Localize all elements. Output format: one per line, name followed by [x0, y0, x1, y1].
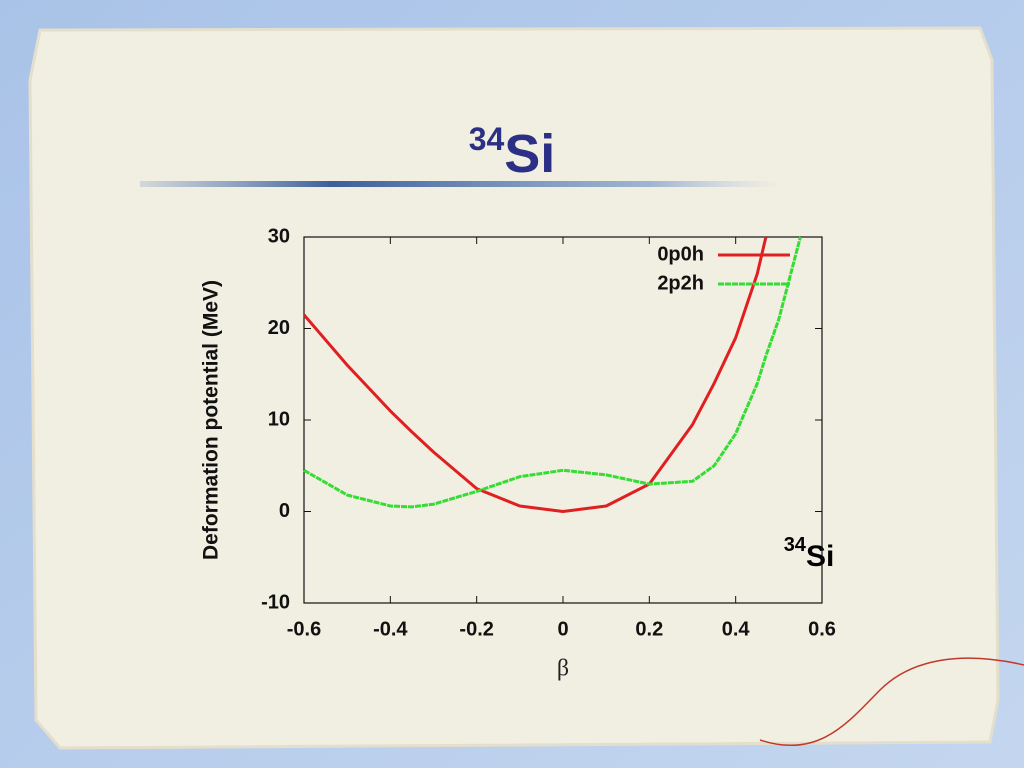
y-axis-label: Deformation potential (MeV): [200, 280, 223, 560]
x-axis-label: β: [557, 656, 569, 682]
x-tick-label: 0.6: [808, 618, 836, 640]
annotation-sup: 34: [784, 534, 807, 556]
legend-label: 0p0h: [657, 243, 704, 265]
series-line: [302, 236, 768, 513]
paper: [28, 26, 1000, 750]
x-tick-label: -0.2: [459, 618, 493, 640]
x-tick-label: 0.4: [722, 618, 751, 640]
annotation: 34Si: [784, 534, 835, 573]
y-tick-label: 10: [268, 408, 290, 430]
slide-title: 34Si: [469, 121, 556, 184]
x-tick-label: 0: [557, 618, 568, 640]
y-tick-label: 0: [279, 500, 290, 522]
y-tick-label: 20: [268, 317, 290, 339]
series-line: [303, 236, 802, 509]
y-tick-label: 30: [268, 225, 290, 247]
legend-label: 2p2h: [657, 272, 704, 294]
decoration: [759, 657, 1024, 746]
y-tick-label: -10: [261, 591, 290, 613]
x-tick-label: -0.6: [287, 618, 321, 640]
x-tick-label: 0.2: [635, 618, 663, 640]
title-sup: 34: [469, 121, 505, 157]
title-main: Si: [504, 124, 555, 184]
annotation-main: Si: [806, 540, 834, 573]
x-tick-label: -0.4: [373, 618, 408, 640]
title-rule: [140, 181, 780, 187]
